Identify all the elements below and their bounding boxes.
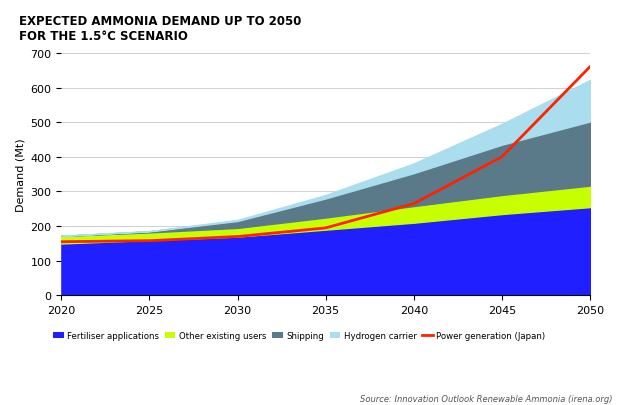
Y-axis label: Demand (Mt): Demand (Mt) xyxy=(15,138,25,211)
Legend: Fertiliser applications, Other existing users, Shipping, Hydrogen carrier, Power: Fertiliser applications, Other existing … xyxy=(53,331,545,341)
Text: Source: Innovation Outlook Renewable Ammonia (irena.org): Source: Innovation Outlook Renewable Amm… xyxy=(360,394,613,403)
Text: EXPECTED AMMONIA DEMAND UP TO 2050
FOR THE 1.5°C SCENARIO: EXPECTED AMMONIA DEMAND UP TO 2050 FOR T… xyxy=(19,15,301,43)
